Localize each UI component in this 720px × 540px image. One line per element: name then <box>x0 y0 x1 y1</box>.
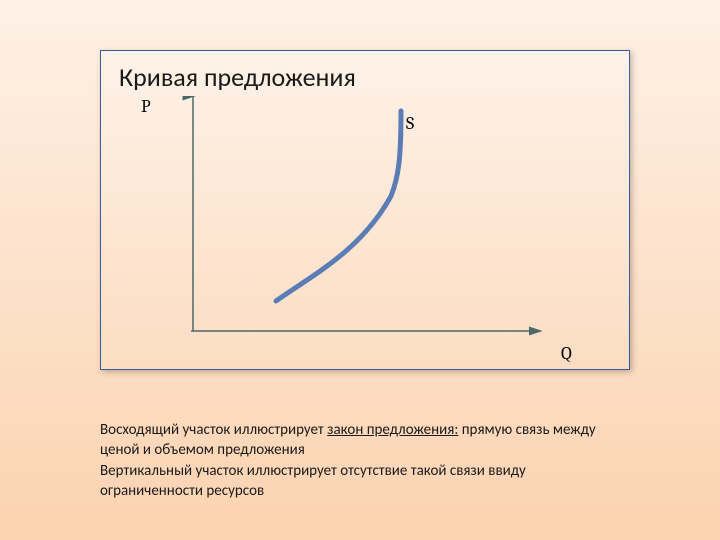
supply-curve-chart <box>161 96 581 356</box>
law-of-supply-term: закон предложения: <box>327 421 458 439</box>
panel-title: Кривая предложения <box>119 61 356 93</box>
explanation-block: Восходящий участок иллюстрирует закон пр… <box>100 420 630 501</box>
explanation-line-1: Восходящий участок иллюстрирует закон пр… <box>100 420 630 461</box>
supply-curve <box>276 111 401 301</box>
explanation-line-2: Вертикальный участок иллюстрирует отсутс… <box>100 461 630 502</box>
y-axis-label: P <box>141 96 151 117</box>
chart-panel: Кривая предложения P S Q <box>100 50 630 370</box>
exp1-before: Восходящий участок иллюстрирует <box>100 421 327 439</box>
